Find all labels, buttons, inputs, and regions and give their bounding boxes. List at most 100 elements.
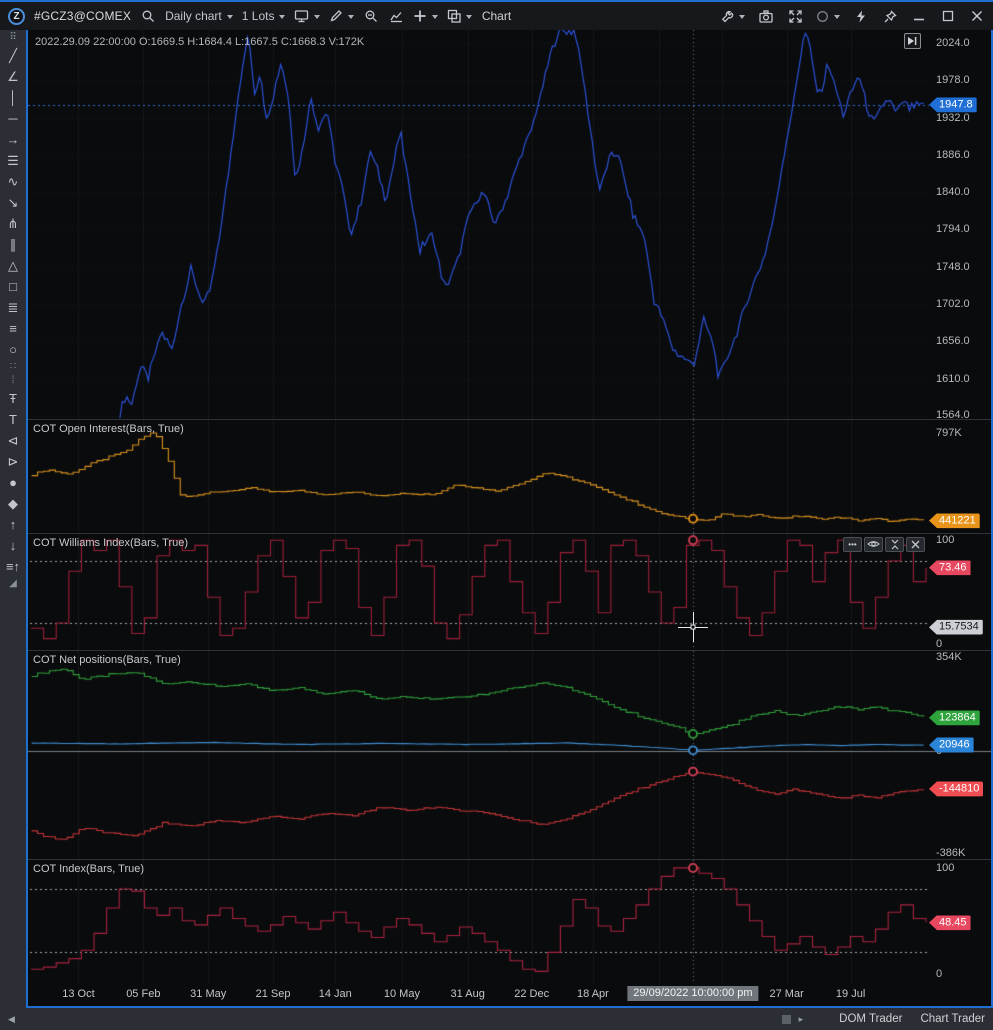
time-tick-label: 31 Aug [451, 988, 485, 1000]
crosshair-date-tag: 29/09/2022 10:00:00 pm [627, 986, 758, 1001]
cot-index-canvas[interactable] [28, 860, 991, 984]
cot-net-positions-canvas[interactable] [28, 651, 991, 860]
pitchfork-icon[interactable]: ⋔ [0, 213, 26, 234]
chart-window: Z #GCZ3@COMEX Daily chart 1 Lots [0, 0, 993, 1030]
scrollbar-thumb[interactable] [782, 1015, 791, 1024]
indicator-visibility-button[interactable] [864, 537, 883, 552]
price-tag: 48.45 [929, 915, 971, 930]
axis-tick: 0 [936, 968, 942, 980]
more-tools-icon[interactable]: ◢ [0, 577, 26, 591]
time-tick-label: 18 Apr [577, 988, 609, 1000]
cot-open-interest-canvas[interactable] [28, 420, 991, 533]
panel-expand-arrow[interactable]: ▸ [799, 1014, 804, 1025]
fullscreen-icon[interactable] [787, 8, 803, 24]
period-selector[interactable]: Daily chart [165, 9, 233, 23]
time-tick-label: 05 Feb [126, 988, 160, 1000]
text-locked-icon[interactable]: Ŧ [0, 388, 26, 409]
dot-marker-icon[interactable]: ● [0, 472, 26, 493]
triangle-shape-icon[interactable]: △ [0, 255, 26, 276]
indicator-close-button[interactable] [906, 537, 925, 552]
axis-tick: 797K [936, 427, 962, 439]
indicator-more-button[interactable]: ••• [843, 537, 862, 552]
indicator-axis[interactable]: 100048.45 [929, 860, 991, 984]
axis-tick: 1748.0 [936, 261, 970, 273]
price-tag: -144810 [929, 781, 983, 796]
time-tick-label: 19 Jul [836, 988, 865, 1000]
axis-tick: 0 [936, 638, 942, 650]
lightning-icon[interactable] [853, 8, 869, 24]
chart-trader-button[interactable]: Chart Trader [920, 1013, 985, 1025]
polyline-icon[interactable]: ∿ [0, 171, 26, 192]
arrow-up-icon[interactable]: ↑ [0, 514, 26, 535]
indicator-controls: ••• [843, 537, 925, 552]
time-axis[interactable]: 13 Oct05 Feb31 May21 Sep14 Jan10 May31 A… [28, 984, 991, 1006]
close-button[interactable] [969, 8, 985, 24]
arrow-ray-icon[interactable]: → [0, 129, 26, 150]
price-axis[interactable]: 2024.01978.01932.01886.01840.01794.01748… [929, 30, 991, 419]
pencil-icon [329, 9, 343, 23]
cot-index-panel[interactable]: COT Index(Bars, True) 100048.45 [28, 859, 991, 984]
vertical-line-icon[interactable]: │ [0, 87, 26, 108]
color-group-dropdown[interactable] [816, 10, 840, 23]
search-icon[interactable] [140, 8, 156, 24]
time-tick-label: 31 May [190, 988, 226, 1000]
bars-pattern-alt-icon[interactable]: ≡ [0, 318, 26, 339]
drag-handle-icon[interactable]: ⠿ [0, 31, 26, 45]
minimize-button[interactable] [911, 8, 927, 24]
text-icon[interactable]: T [0, 409, 26, 430]
scroll-left-arrow[interactable]: ◀ [8, 1014, 15, 1025]
draw-tools-dropdown[interactable] [329, 9, 354, 23]
axis-tick: 354K [936, 651, 962, 663]
axis-tick: -386K [936, 847, 965, 859]
ohlc-info: 2022.29.09 22:00:00 O:1669.5 H:1684.4 L:… [35, 36, 364, 48]
rectangle-shape-icon[interactable]: □ [0, 276, 26, 297]
zoom-tool-icon[interactable] [363, 8, 379, 24]
symbol-label[interactable]: #GCZ3@COMEX [34, 9, 131, 23]
levels-arrow-icon[interactable]: ≡↑ [0, 556, 26, 577]
angle-icon[interactable]: ∠ [0, 66, 26, 87]
status-bar: ◀ ▸ DOM Trader Chart Trader [0, 1008, 993, 1030]
time-tick-label: 14 Jan [319, 988, 352, 1000]
price-panel[interactable]: 2022.29.09 22:00:00 O:1669.5 H:1684.4 L:… [28, 30, 991, 419]
dots-column-icon[interactable]: ⁞ [0, 374, 26, 388]
indicator-collapse-button[interactable] [885, 537, 904, 552]
lots-selector[interactable]: 1 Lots [242, 9, 286, 23]
cot-williams-index-panel[interactable]: COT Williams Index(Bars, True) ••• 10007… [28, 533, 991, 650]
indicator-axis[interactable]: 797K422K441221 [929, 420, 991, 533]
diamond-marker-icon[interactable]: ◆ [0, 493, 26, 514]
pin-icon[interactable] [882, 8, 898, 24]
trendline-icon[interactable]: ╱ [0, 45, 26, 66]
maximize-button[interactable] [940, 8, 956, 24]
chart-area: 2022.29.09 22:00:00 O:1669.5 H:1684.4 L:… [26, 30, 993, 1008]
price-tag: 15.7534 [929, 620, 983, 635]
indicator-axis[interactable]: 354K0-386K12386420946-144810 [929, 651, 991, 860]
indicators-icon[interactable] [388, 8, 404, 24]
titlebar: Z #GCZ3@COMEX Daily chart 1 Lots [0, 2, 993, 30]
price-chart-canvas[interactable] [28, 30, 991, 420]
bars-pattern-icon[interactable]: ≣ [0, 297, 26, 318]
display-mode-dropdown[interactable] [294, 9, 320, 23]
add-indicator-dropdown[interactable] [413, 9, 438, 23]
axis-tick: 1794.0 [936, 223, 970, 235]
price-label-icon[interactable]: ⊲ [0, 430, 26, 451]
indicator-axis[interactable]: 100073.4615.7534 [929, 534, 991, 650]
arrow-down-icon[interactable]: ↓ [0, 535, 26, 556]
jump-to-latest-button[interactable] [904, 33, 921, 49]
settings-dropdown[interactable] [721, 10, 745, 23]
note-tag-icon[interactable]: ⊳ [0, 451, 26, 472]
axis-tick: 1978.0 [936, 74, 970, 86]
app-logo: Z [8, 8, 25, 25]
circle-icon [816, 10, 829, 23]
fib-levels-icon[interactable]: ☰ [0, 150, 26, 171]
cot-net-positions-panel[interactable]: COT Net positions(Bars, True) 354K0-386K… [28, 650, 991, 860]
parallel-lines-icon[interactable]: ∥ [0, 234, 26, 255]
arrow-marker-icon[interactable]: ↘ [0, 192, 26, 213]
horizontal-line-icon[interactable]: ─ [0, 108, 26, 129]
axis-tick: 1656.0 [936, 335, 970, 347]
cot-open-interest-panel[interactable]: COT Open Interest(Bars, True) 797K422K44… [28, 419, 991, 533]
screenshot-icon[interactable] [758, 8, 774, 24]
dots-separator-icon[interactable]: ∷ [0, 360, 26, 374]
layout-dropdown[interactable] [447, 9, 472, 23]
dom-trader-button[interactable]: DOM Trader [839, 1013, 902, 1025]
ellipse-shape-icon[interactable]: ○ [0, 339, 26, 360]
